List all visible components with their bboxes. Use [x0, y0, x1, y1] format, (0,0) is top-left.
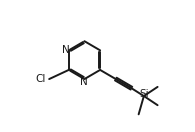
Text: Si: Si	[139, 89, 149, 99]
Text: N: N	[62, 45, 70, 55]
Text: N: N	[80, 77, 88, 87]
Text: Cl: Cl	[35, 74, 46, 84]
